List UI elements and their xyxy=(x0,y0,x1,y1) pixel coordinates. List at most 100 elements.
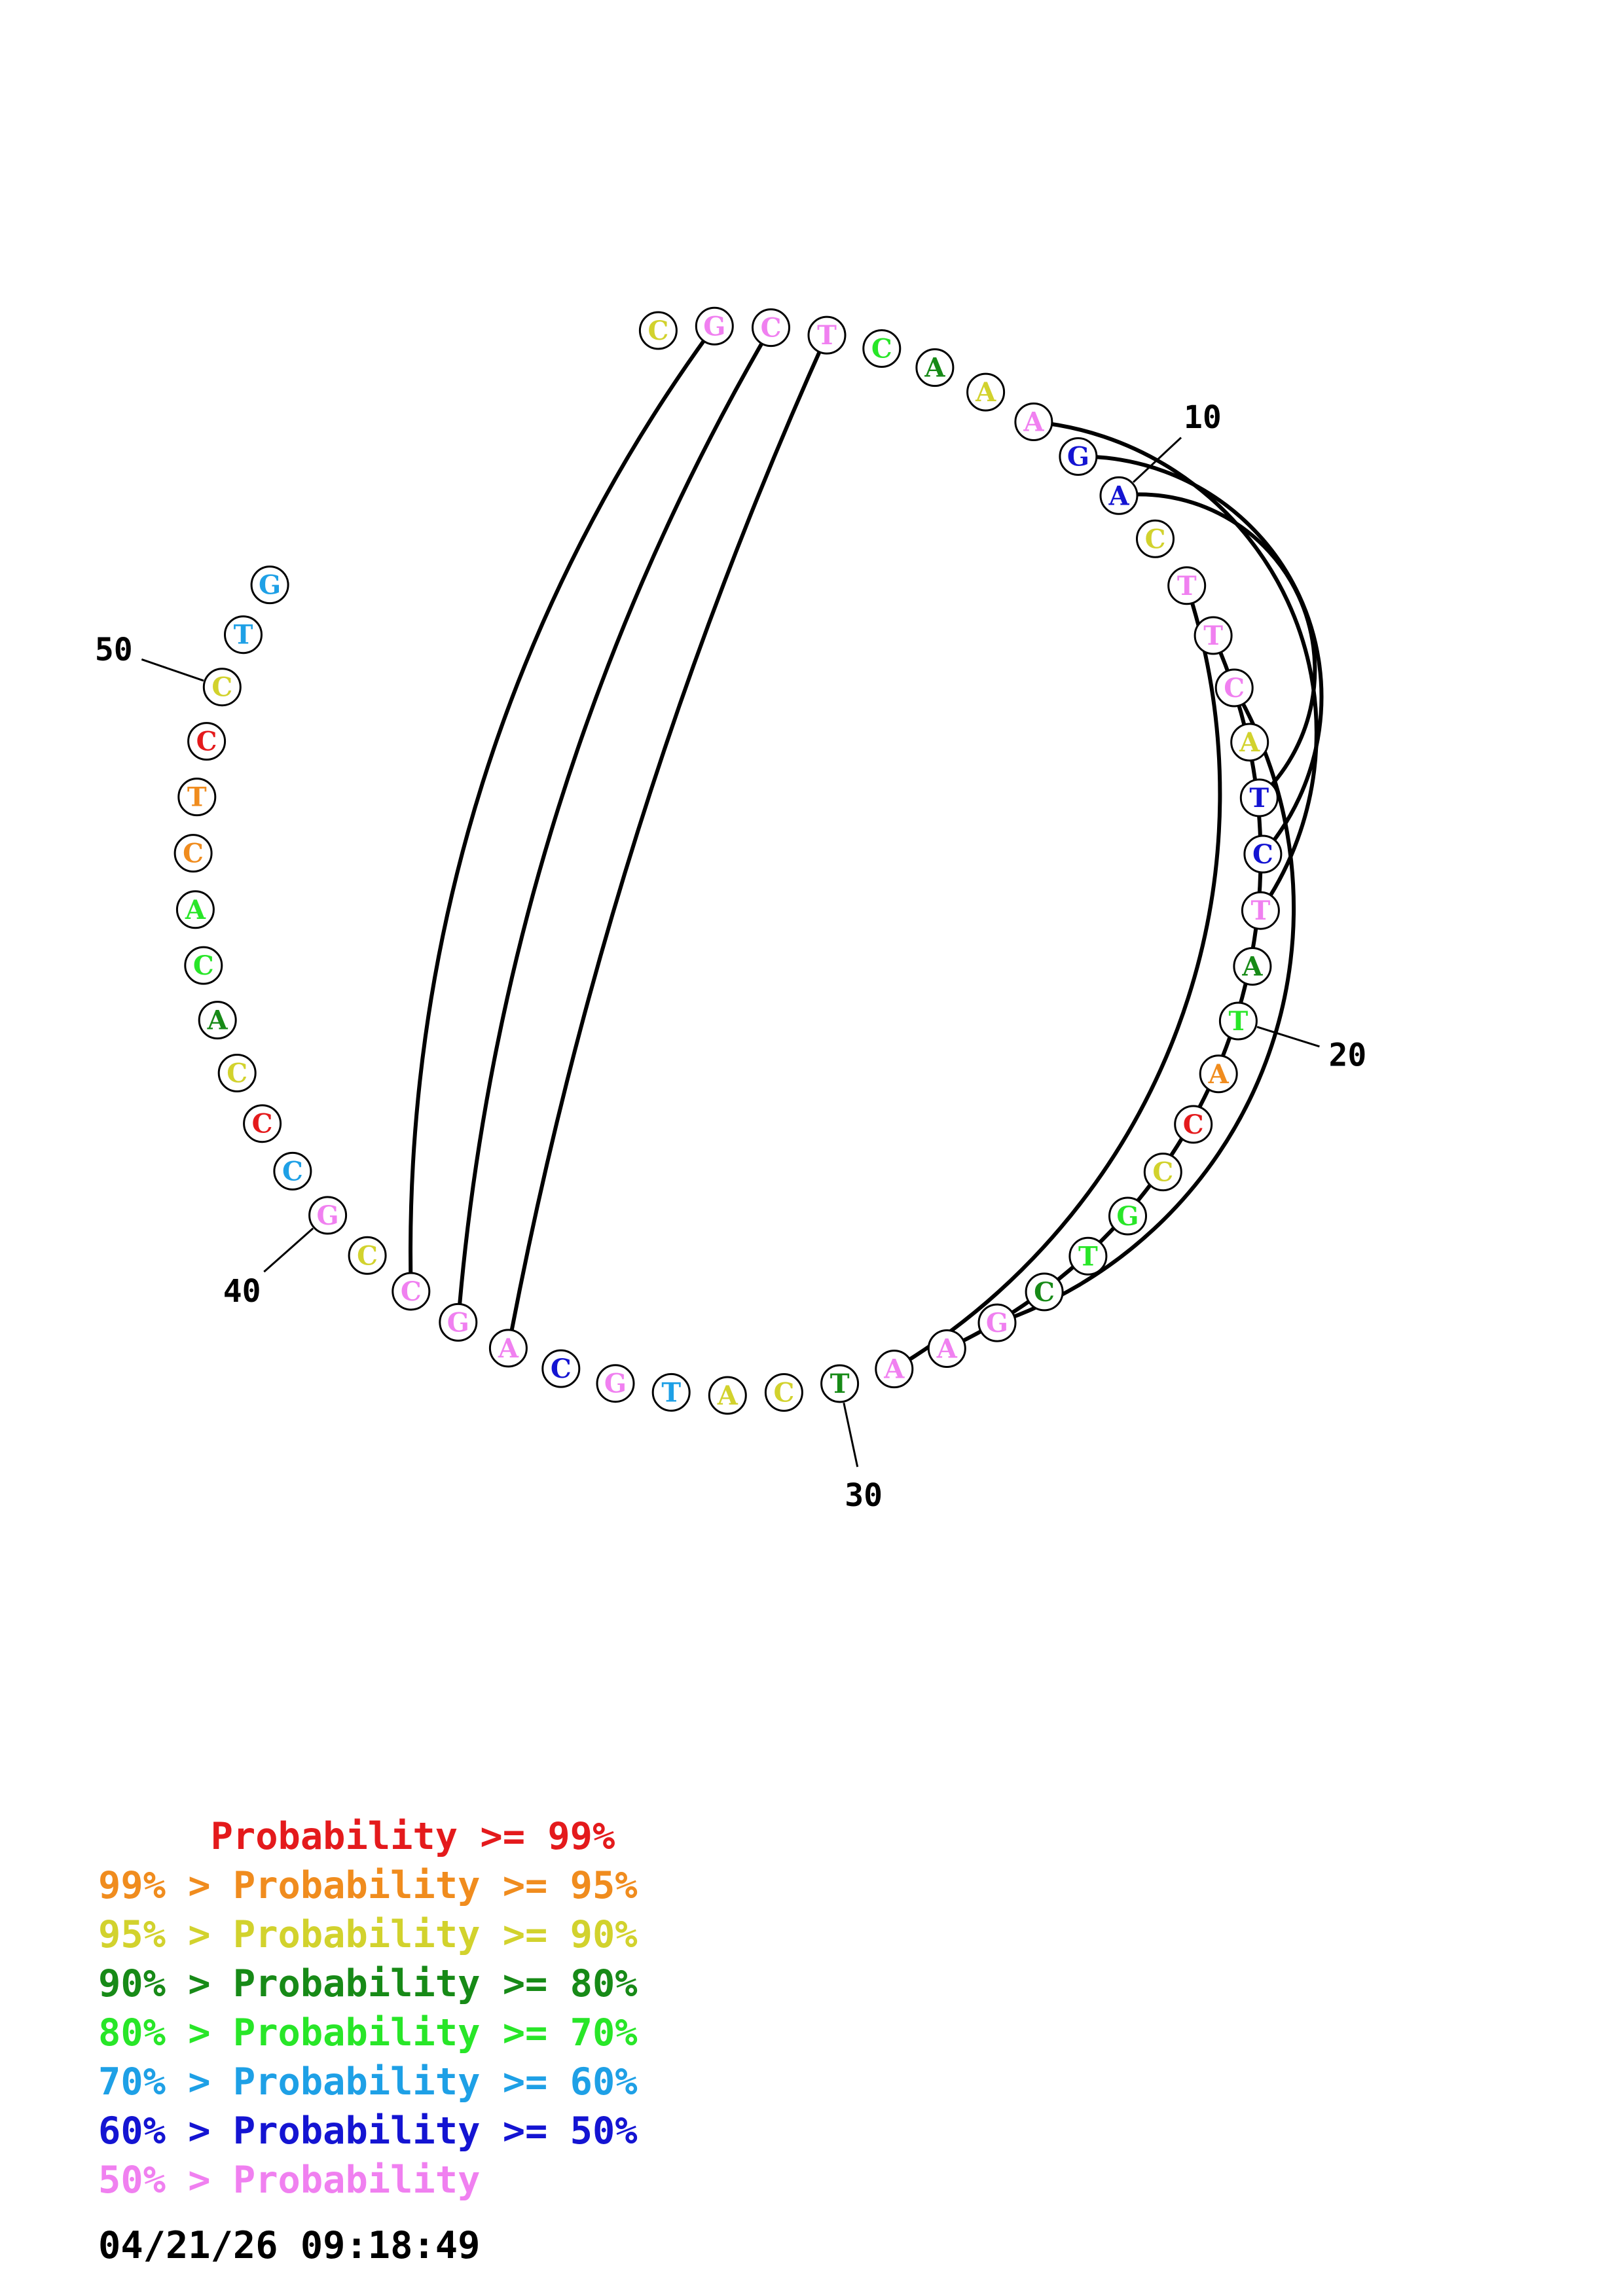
nucleotide-circle xyxy=(695,306,734,346)
legend-entry: 80% > Probability >= 70% xyxy=(98,2011,638,2054)
nucleotide: A xyxy=(1199,1054,1238,1094)
nucleotide: C xyxy=(348,1236,387,1275)
legend-entry: 50% > Probability xyxy=(98,2159,481,2202)
nucleotide-letter: T xyxy=(1203,620,1223,651)
nucleotide-letter: A xyxy=(1241,952,1263,982)
nucleotide-circle xyxy=(1025,1272,1064,1312)
nucleotide: G xyxy=(308,1196,348,1235)
base-pair-arc xyxy=(946,634,1263,1351)
nucleotide-letter: T xyxy=(830,1369,850,1399)
nucleotide: C xyxy=(273,1151,312,1191)
nucleotide-letter: C xyxy=(211,672,232,703)
nucleotide-letter: C xyxy=(1145,524,1166,554)
nucleotide-letter: G xyxy=(317,1200,339,1231)
nucleotide-letter: C xyxy=(183,838,204,869)
base-pair-arc xyxy=(1118,492,1317,800)
nucleotide-circle xyxy=(977,1303,1017,1342)
tick-line xyxy=(263,1227,314,1273)
legend-entry: 90% > Probability >= 80% xyxy=(98,1962,638,2005)
nucleotide-circle xyxy=(1174,1105,1213,1144)
nucleotide: G xyxy=(1059,437,1098,476)
nucleotide-circle xyxy=(1194,616,1233,655)
nucleotide: C xyxy=(752,308,790,348)
nucleotide-letter: T xyxy=(1078,1241,1098,1272)
nucleotide-circle xyxy=(1108,1196,1147,1236)
nucleotide: C xyxy=(1136,519,1175,558)
nucleotide-circle xyxy=(175,890,215,929)
nucleotide-letter: A xyxy=(883,1354,905,1385)
nucleotide-circle xyxy=(177,778,217,817)
nucleotide-circle xyxy=(392,1272,431,1311)
nucleotide-circle xyxy=(875,1350,914,1389)
nucleotide: T xyxy=(651,1372,691,1412)
nucleotide-letter: C xyxy=(1183,1109,1204,1140)
nucleotide: A xyxy=(966,372,1006,412)
nucleotide: T xyxy=(820,1364,860,1403)
nucleotide-letter: T xyxy=(234,620,253,651)
nucleotide-letter: C xyxy=(773,1378,794,1408)
nucleotide-letter: C xyxy=(193,950,214,981)
nucleotide: C xyxy=(202,668,242,707)
nucleotide-circle xyxy=(638,311,678,350)
nucleotide-circle xyxy=(862,329,902,368)
nucleotide: G xyxy=(596,1364,635,1403)
tick-label: 10 xyxy=(1184,399,1222,436)
nucleotide-circle xyxy=(224,615,263,655)
nucleotide-circle xyxy=(708,1376,747,1415)
nucleotide-letter: A xyxy=(924,353,945,384)
base-pair-arc xyxy=(409,325,716,1292)
timestamp: 04/21/26 09:18:49 xyxy=(98,2224,481,2267)
nucleotide: A xyxy=(1014,403,1053,441)
nucleotide-circle xyxy=(1230,723,1269,762)
nucleotide-letter: C xyxy=(761,313,782,344)
nucleotide-letter: A xyxy=(1208,1059,1230,1090)
nucleotide: T xyxy=(1167,566,1207,605)
tick-line xyxy=(843,1403,859,1467)
nucleotide-circle xyxy=(308,1196,348,1235)
nucleotide: T xyxy=(1239,778,1279,817)
base-pair-arc xyxy=(1078,454,1324,855)
nucleotide-circle xyxy=(807,315,847,355)
nucleotide: A xyxy=(1230,723,1269,762)
nucleotide: C xyxy=(1174,1105,1213,1144)
nucleotide: G xyxy=(977,1303,1017,1342)
tick-label: 20 xyxy=(1328,1037,1366,1073)
nucleotide-letter: T xyxy=(661,1377,681,1408)
tick-label: 30 xyxy=(845,1477,883,1514)
nucleotide-letter: A xyxy=(207,1005,228,1036)
nucleotide-circle xyxy=(1199,1054,1238,1094)
base-pair-arc xyxy=(506,334,829,1349)
nucleotide: C xyxy=(1243,834,1283,874)
nucleotide-letter: G xyxy=(604,1369,627,1399)
nucleotide-letter: A xyxy=(717,1380,739,1411)
nucleotide-circle xyxy=(250,565,289,605)
nucleotide-circle xyxy=(1068,1236,1108,1276)
nucleotide-circle xyxy=(651,1372,691,1412)
nucleotide-circle xyxy=(1239,778,1279,817)
nucleotide: C xyxy=(217,1054,257,1092)
nucleotide-circle xyxy=(915,348,955,387)
nucleotide-circle xyxy=(541,1349,581,1388)
nucleotide-letter: A xyxy=(1108,480,1129,511)
nucleotide-letter: G xyxy=(447,1307,469,1338)
nucleotide-letter: C xyxy=(551,1354,572,1384)
nucleotide: A xyxy=(927,1329,966,1368)
nucleotide-letter: T xyxy=(1177,571,1197,601)
nucleotide: C xyxy=(638,311,678,350)
nucleotide-circle xyxy=(488,1329,528,1368)
nucleotide-letter: C xyxy=(252,1109,273,1139)
nucleotide: C xyxy=(184,946,223,985)
nucleotide-letter: G xyxy=(1067,442,1089,473)
nucleotide-circle xyxy=(184,946,223,985)
nucleotide-circle xyxy=(202,668,242,707)
nucleotide: A xyxy=(915,348,955,387)
nucleotide: C xyxy=(187,722,227,761)
nucleotide: C xyxy=(541,1349,581,1388)
position-ticks: 10 20 30 40 50 xyxy=(95,399,1366,1514)
nucleotide-circle xyxy=(1136,519,1175,558)
nucleotide-letter: C xyxy=(1034,1277,1055,1308)
legend-entry: 99% > Probability >= 95% xyxy=(98,1864,638,1907)
nucleotide-circle xyxy=(966,372,1006,412)
nucleotide: T xyxy=(1241,891,1280,930)
